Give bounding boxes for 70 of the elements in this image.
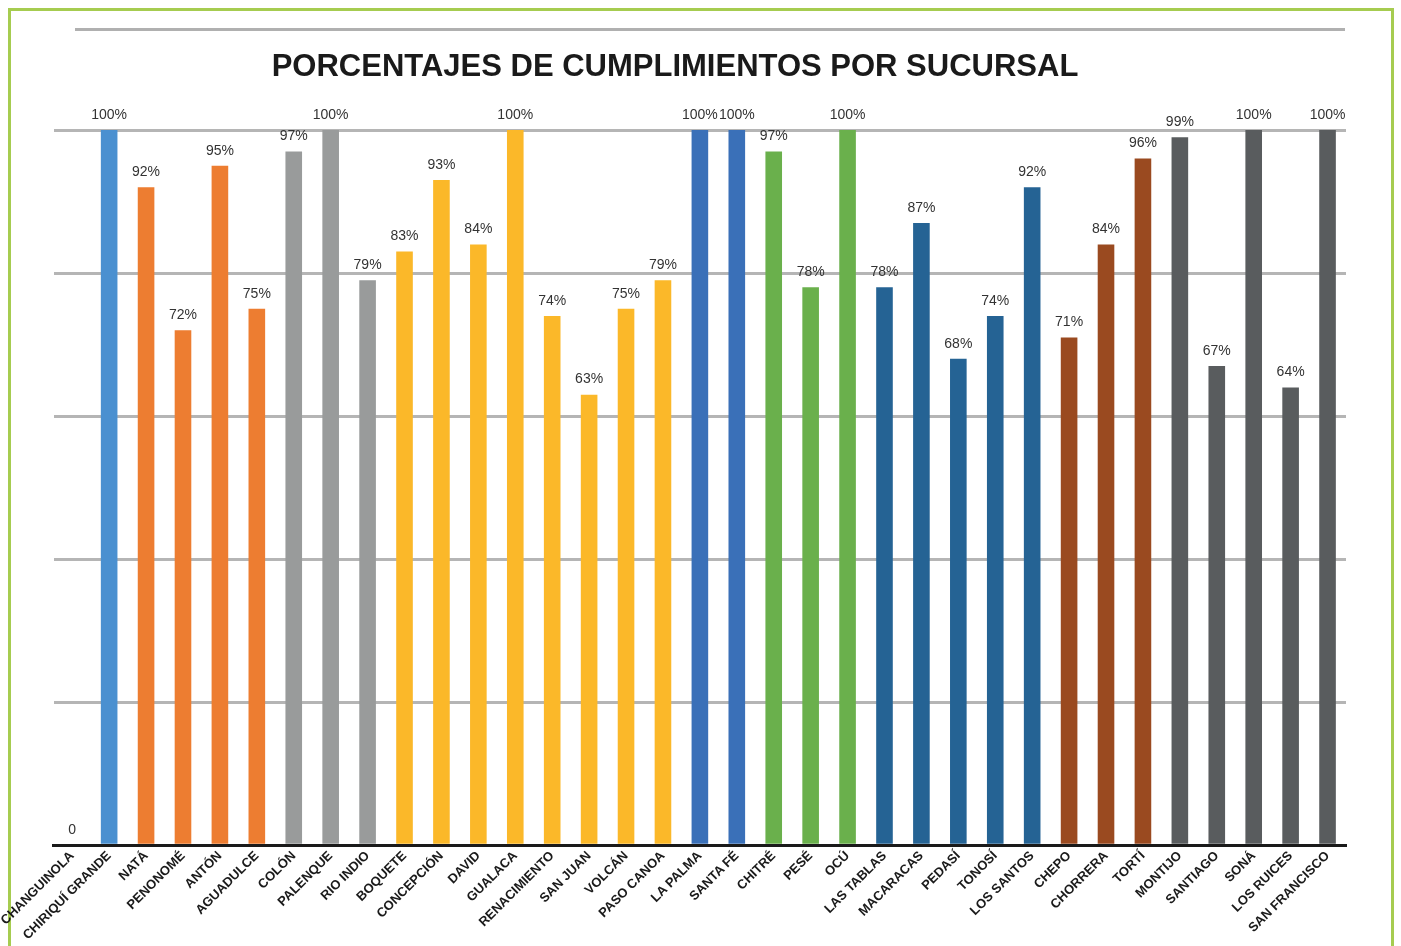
data-label: 92% (1018, 163, 1047, 180)
bar (248, 308, 266, 844)
data-label: 79% (353, 256, 382, 273)
bar (433, 180, 450, 844)
data-label: 96% (1128, 134, 1157, 151)
bar (876, 287, 893, 844)
bar (100, 130, 118, 844)
data-label: 84% (464, 220, 493, 237)
data-label: 79% (648, 256, 677, 273)
data-label: 63% (575, 370, 604, 387)
bar (506, 130, 524, 844)
data-label: 87% (907, 198, 936, 215)
bar (1060, 337, 1078, 844)
data-label: 99% (1165, 113, 1194, 130)
data-label: 75% (612, 284, 641, 301)
bar (1023, 187, 1041, 844)
bar (802, 287, 819, 844)
data-label: 92% (132, 163, 161, 180)
bar (137, 187, 155, 844)
data-label: 78% (870, 263, 899, 280)
data-label: 74% (538, 291, 567, 308)
data-label: 68% (944, 334, 973, 351)
data-label: 97% (759, 127, 788, 144)
bar (691, 130, 709, 844)
bar (950, 358, 967, 844)
chart-title: PORCENTAJES DE CUMPLIMIENTOS POR SUCURSAL (270, 48, 1080, 84)
bar (1319, 130, 1336, 844)
bar (285, 151, 303, 844)
data-label: 64% (1276, 363, 1305, 380)
bar (1134, 158, 1152, 844)
bar (1208, 366, 1226, 844)
bar (1282, 387, 1299, 844)
data-label: 72% (168, 306, 197, 323)
data-label: 97% (279, 127, 308, 144)
bar (1245, 130, 1263, 844)
data-label: 100% (829, 105, 866, 122)
data-label: 93% (427, 155, 456, 172)
bar (913, 222, 930, 844)
data-label: 78% (796, 263, 825, 280)
bar (543, 315, 561, 844)
data-label: 71% (1055, 313, 1084, 330)
bar (1097, 244, 1115, 844)
data-label: 95% (205, 141, 234, 158)
data-label: 100% (497, 105, 534, 122)
bar (470, 244, 487, 844)
bar (322, 130, 339, 844)
data-label: 100% (681, 105, 718, 122)
data-label: 100% (1235, 105, 1272, 122)
bar (396, 251, 413, 844)
bar (654, 280, 672, 844)
bar (359, 280, 376, 844)
bar (986, 315, 1004, 844)
bar (1171, 137, 1189, 844)
data-label: 100% (1309, 105, 1346, 122)
bar (211, 165, 229, 844)
data-label: 74% (981, 291, 1010, 308)
bar (839, 130, 856, 844)
data-label: 75% (242, 284, 271, 301)
bar (765, 151, 783, 844)
data-label: 0 (68, 821, 77, 838)
bar (174, 330, 192, 844)
data-label: 100% (718, 105, 755, 122)
data-label: 84% (1092, 220, 1121, 237)
data-label: 67% (1202, 341, 1231, 358)
bar (617, 308, 635, 844)
data-label: 100% (91, 105, 128, 122)
data-label: 83% (390, 227, 419, 244)
bar (728, 130, 746, 844)
bar (580, 394, 598, 844)
data-label: 100% (312, 105, 349, 122)
